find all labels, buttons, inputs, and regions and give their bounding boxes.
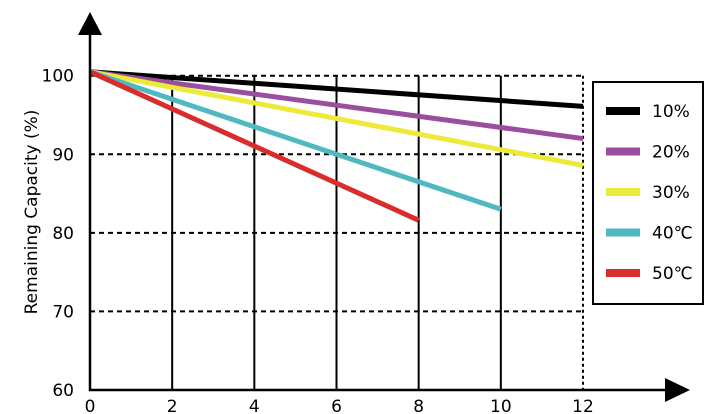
series-line-2 [89, 69, 584, 142]
y-tick-label: 70 [52, 302, 74, 322]
axes [78, 12, 690, 402]
legend-label-4: 40℃ [652, 224, 693, 244]
legend-swatch-4 [606, 228, 640, 237]
y-tick-label: 80 [52, 224, 74, 244]
series-line-4 [89, 69, 502, 212]
legend-label-5: 50℃ [652, 264, 693, 284]
legend-swatch-1 [606, 107, 640, 115]
grid [90, 74, 584, 390]
y-tick-label: 90 [52, 145, 74, 165]
legend-label-1: 10% [652, 102, 690, 122]
y-tick-label: 60 [52, 381, 74, 401]
x-tick-label: 4 [249, 397, 260, 414]
series-line-1 [89, 69, 584, 109]
y-tick-labels: 60 70 80 90 100 [42, 67, 74, 401]
legend: 10% 20% 30% 40℃ 50℃ [592, 81, 704, 305]
x-tick-label: 10 [490, 397, 512, 414]
legend-swatch-5 [606, 269, 640, 277]
x-tick-label: 6 [331, 397, 342, 414]
x-axis-arrow-icon [665, 378, 690, 402]
legend-swatch-3 [606, 188, 640, 196]
x-tick-label: 2 [167, 397, 178, 414]
legend-swatch-2 [606, 147, 640, 156]
series-lines [88, 69, 584, 223]
series-line-5 [88, 69, 420, 223]
y-axis-title: Remaining Capacity (%) [22, 110, 42, 315]
y-axis-arrow-icon [78, 12, 102, 35]
y-tick-label: 100 [42, 67, 74, 87]
series-line-3 [89, 69, 584, 168]
x-tick-label: 0 [85, 397, 96, 414]
x-tick-label: 12 [572, 397, 594, 414]
x-tick-label: 8 [413, 397, 424, 414]
x-tick-labels: 0 2 4 6 8 10 12 [85, 397, 594, 414]
legend-label-2: 20% [652, 143, 690, 163]
legend-label-3: 30% [652, 183, 690, 203]
